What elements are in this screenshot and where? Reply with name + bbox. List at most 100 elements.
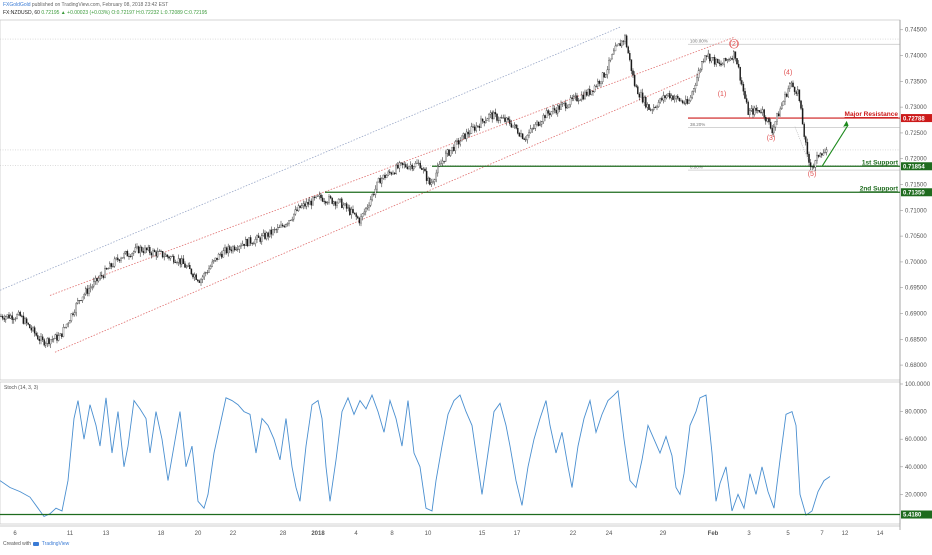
candle-body [765,117,767,122]
candle-body [480,118,482,128]
candle-body [752,108,754,115]
candle-body [141,247,143,252]
candle-body [461,135,463,142]
candle-body [659,98,661,103]
candle-body [694,85,697,89]
author-name[interactable]: FXGoldGold [3,2,31,8]
candle-body [745,98,748,103]
candle-body [486,118,489,121]
candle-body [633,74,636,86]
candle-body [419,162,421,169]
candle-body [269,229,271,237]
candle-body [233,246,236,251]
candle-body [158,250,161,252]
candle-body [1,316,4,319]
candle-body [313,196,316,198]
candle-body [397,164,399,169]
candle-body [29,324,31,329]
candle-body [54,334,57,339]
candle-body [398,162,401,169]
candle-body [61,333,63,337]
candle-body [256,235,258,240]
candle-body [553,108,556,111]
candle-body [206,272,209,274]
candle-body [62,327,65,337]
candle-body [238,246,241,250]
candle-body [523,138,525,140]
x-tick-label: 29 [660,531,667,537]
candle-body [294,209,297,215]
candle-body [184,263,186,268]
candle-body [169,256,172,259]
candle-body [301,205,303,208]
candle-body [734,51,737,59]
candle-body [19,311,21,317]
candle-body [614,45,617,52]
candle-body [262,232,265,236]
candle-body [125,251,127,254]
candle-body [286,223,289,225]
candle-body [552,108,554,112]
candle-body [333,201,335,204]
candle-body [432,181,434,183]
candle-body [600,81,602,84]
candle-body [427,177,429,181]
candle-body [720,63,722,66]
candle-body [177,258,180,263]
candle-body [291,218,293,221]
x-tick-label: 6 [13,531,17,537]
candle-body [198,280,201,283]
candle-body [109,263,111,269]
candle-body [377,178,380,183]
candle-body [453,146,455,151]
tradingview-brand[interactable]: TradingView [41,541,70,547]
candle-body [30,327,33,331]
candle-body [792,82,794,88]
candle-body [16,314,18,319]
candle-body [537,121,540,126]
candle-body [409,164,412,167]
candle-body [8,314,10,319]
candle-body [808,153,810,163]
candle-body [57,335,60,341]
candle-body [555,109,557,114]
candle-body [321,197,324,202]
candle-body [489,112,492,115]
stoch-tick-label: 80.0000 [905,410,927,416]
candle-body [515,124,517,129]
candle-body [510,123,513,128]
candle-body [824,152,826,154]
candle-body [784,93,786,102]
candle-body [723,58,725,65]
candle-body [717,58,719,63]
candle-body [85,288,87,295]
candle-body [574,95,577,97]
candle-body [449,150,452,156]
candle-body [248,237,250,247]
x-tick-label: 4 [354,531,358,537]
candle-body [25,318,28,324]
candle-body [205,272,207,274]
candle-body [485,120,487,124]
candle-body [147,247,149,251]
candle-body [107,268,109,270]
candle-body [224,247,226,251]
candle-body [3,318,5,320]
candle-body [144,247,146,253]
candle-body [542,115,545,122]
candle-body [105,268,108,270]
candle-body [597,80,599,87]
candle-body [774,121,777,128]
candle-body [281,224,284,227]
candle-body [771,128,773,134]
x-tick-label: Feb [708,531,719,537]
candle-body [718,62,721,64]
candle-body [760,111,762,113]
candle-body [328,196,330,203]
wave-label: (5) [808,171,817,178]
level-label: 1st Support [862,159,899,166]
candle-body [699,69,701,71]
candle-body [65,323,68,328]
candle-body [589,88,591,95]
